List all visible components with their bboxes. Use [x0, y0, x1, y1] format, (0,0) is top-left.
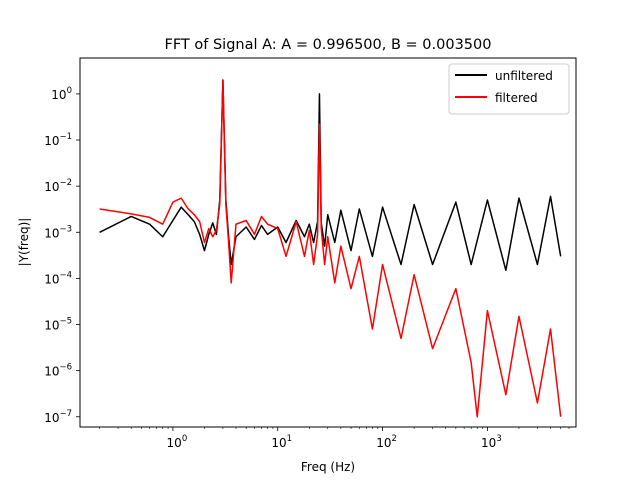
x-tick-label: 102: [376, 434, 397, 450]
y-tick-label: 10−5: [44, 317, 72, 333]
y-tick-label: 10−3: [44, 224, 72, 240]
y-tick-label: 10−1: [44, 132, 72, 148]
legend-label-unfiltered: unfiltered: [495, 69, 553, 83]
y-tick-label: 10−2: [44, 178, 72, 194]
y-tick-label: 10−6: [44, 363, 72, 379]
series-line-filtered: [99, 79, 562, 418]
x-tick-label: 101: [271, 434, 292, 450]
x-axis-ticks: 100 101 102 103: [99, 427, 570, 450]
legend: unfiltered filtered: [448, 63, 570, 115]
y-tick-label: 10−4: [44, 270, 72, 286]
x-axis-label: Freq (Hz): [301, 460, 355, 474]
y-axis-ticks: 10−7 10−6 10−5 10−4 10−3 10−2 10−1 100: [44, 86, 80, 425]
x-tick-label: 100: [167, 434, 188, 450]
legend-box: [448, 63, 570, 115]
chart-title: FFT of Signal A: A = 0.996500, B = 0.003…: [165, 37, 492, 53]
y-tick-label: 10−7: [44, 409, 72, 425]
legend-label-filtered: filtered: [495, 91, 538, 105]
y-axis-label: |Y(freq)|: [17, 218, 31, 267]
series-line-unfiltered: [99, 79, 562, 272]
x-tick-label: 103: [481, 434, 502, 450]
y-tick-label: 100: [51, 86, 72, 102]
series-layer: [99, 79, 562, 418]
